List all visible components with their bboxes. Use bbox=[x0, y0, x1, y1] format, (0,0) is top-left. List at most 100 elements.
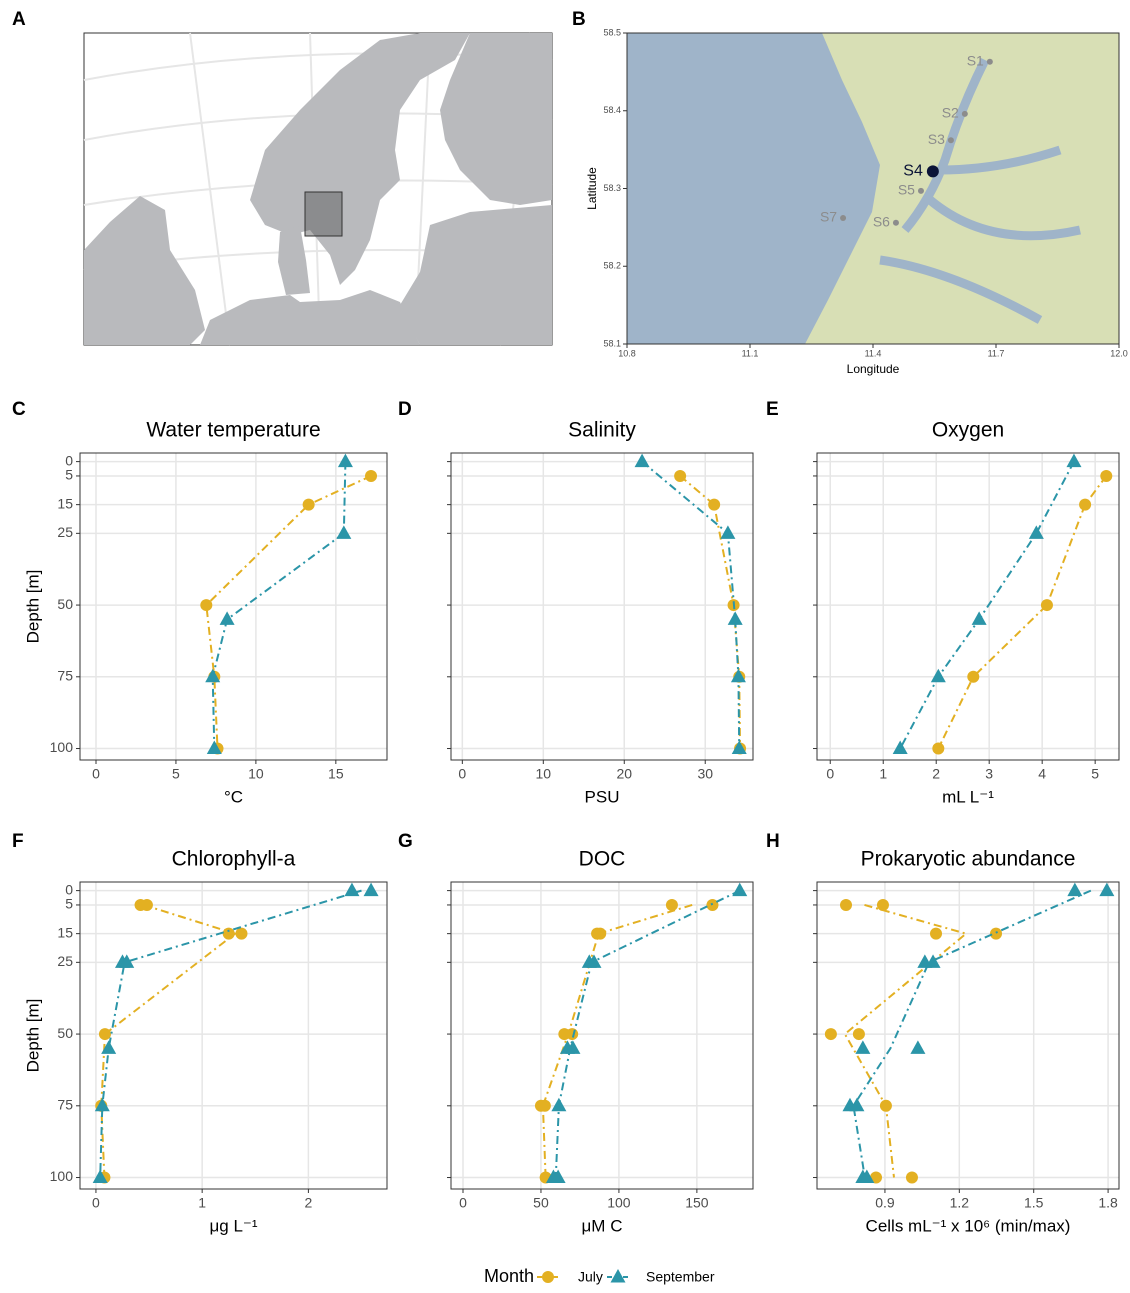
data-point bbox=[930, 928, 942, 940]
data-point bbox=[906, 1172, 918, 1184]
x-tick-label: 50 bbox=[533, 1195, 549, 1211]
y-axis-label: Depth [m] bbox=[23, 999, 42, 1073]
panel-letter: C bbox=[12, 399, 26, 420]
x-tick-label: 0 bbox=[458, 766, 466, 782]
x-axis-label: Longitude bbox=[847, 362, 900, 376]
inset-box bbox=[305, 192, 342, 236]
data-point bbox=[594, 928, 606, 940]
y-tick-label: 75 bbox=[57, 1096, 73, 1112]
panel-letter: G bbox=[398, 831, 413, 852]
data-point bbox=[1079, 499, 1091, 511]
x-tick-label: 20 bbox=[616, 766, 632, 782]
page: {"chart_data":[ {"type":"map","panel":"A… bbox=[0, 0, 1130, 1293]
y-tick-label: 100 bbox=[50, 1168, 74, 1184]
station bbox=[987, 59, 993, 65]
station bbox=[840, 215, 846, 221]
data-point bbox=[235, 928, 247, 940]
station bbox=[948, 137, 954, 143]
panel-title: DOC bbox=[579, 848, 626, 871]
y-tick-label: 58.5 bbox=[603, 27, 621, 37]
panel-letter: F bbox=[12, 831, 24, 852]
panel-letter: B bbox=[572, 9, 586, 30]
panel-title: Salinity bbox=[568, 419, 636, 442]
x-tick-label: 5 bbox=[1091, 766, 1099, 782]
y-tick-label: 25 bbox=[57, 524, 73, 540]
station-label: S7 bbox=[820, 209, 837, 225]
station-label: S2 bbox=[942, 105, 959, 121]
y-tick-label: 100 bbox=[50, 739, 74, 755]
x-tick-label: 10 bbox=[536, 766, 552, 782]
data-point bbox=[877, 899, 889, 911]
x-tick-label: 1.8 bbox=[1098, 1195, 1118, 1211]
x-tick-label: 5 bbox=[172, 766, 180, 782]
x-axis-label: °C bbox=[224, 787, 243, 806]
map-b bbox=[627, 33, 1119, 344]
legend-marker bbox=[611, 1269, 626, 1283]
data-point bbox=[880, 1100, 892, 1112]
x-axis-label: μM C bbox=[582, 1216, 623, 1235]
y-tick-label: 15 bbox=[57, 495, 73, 511]
y-tick-label: 58.1 bbox=[603, 338, 621, 348]
x-tick-label: 10.8 bbox=[618, 348, 636, 358]
y-tick-label: 58.3 bbox=[603, 183, 621, 193]
legend-title: Month bbox=[484, 1266, 534, 1286]
panel-letter: A bbox=[12, 9, 26, 30]
y-axis-label: Depth [m] bbox=[23, 570, 42, 644]
data-point bbox=[303, 499, 315, 511]
x-tick-label: 0.9 bbox=[875, 1195, 895, 1211]
x-tick-label: 1.5 bbox=[1024, 1195, 1044, 1211]
x-tick-label: 11.7 bbox=[988, 348, 1005, 358]
y-tick-label: 58.2 bbox=[603, 261, 621, 271]
x-tick-label: 100 bbox=[607, 1195, 631, 1211]
x-tick-label: 1.2 bbox=[950, 1195, 970, 1211]
panel-title: Water temperature bbox=[146, 419, 320, 442]
y-tick-label: 25 bbox=[57, 953, 73, 969]
x-tick-label: 1 bbox=[879, 766, 887, 782]
x-tick-label: 0 bbox=[826, 766, 834, 782]
x-tick-label: 1 bbox=[198, 1195, 206, 1211]
x-tick-label: 11.1 bbox=[742, 348, 759, 358]
y-tick-label: 50 bbox=[57, 1025, 73, 1041]
x-tick-label: 30 bbox=[697, 766, 713, 782]
y-tick-label: 75 bbox=[57, 667, 73, 683]
station bbox=[918, 188, 924, 194]
y-tick-label: 5 bbox=[65, 896, 73, 912]
data-point bbox=[99, 1028, 111, 1040]
legend-label: July bbox=[578, 1269, 603, 1285]
x-axis-label: PSU bbox=[585, 787, 620, 806]
x-axis-label: μg L⁻¹ bbox=[209, 1216, 257, 1235]
x-tick-label: 4 bbox=[1038, 766, 1046, 782]
y-axis-label: Latitude bbox=[585, 167, 599, 210]
data-point bbox=[932, 743, 944, 755]
data-point bbox=[1041, 599, 1053, 611]
station-label: S4 bbox=[903, 163, 923, 180]
data-point bbox=[840, 899, 852, 911]
x-tick-label: 2 bbox=[304, 1195, 312, 1211]
plot-area bbox=[80, 453, 387, 760]
legend-marker bbox=[542, 1271, 554, 1283]
data-point bbox=[365, 470, 377, 482]
data-point bbox=[200, 599, 212, 611]
x-tick-label: 0 bbox=[92, 766, 100, 782]
panel-title: Oxygen bbox=[932, 419, 1004, 442]
panel-title: Prokaryotic abundance bbox=[861, 848, 1076, 871]
panel-letter: E bbox=[766, 399, 779, 420]
panel-letter: H bbox=[766, 831, 780, 852]
station bbox=[893, 220, 899, 226]
panel-letter: D bbox=[398, 399, 412, 420]
data-point bbox=[1100, 470, 1112, 482]
data-point bbox=[141, 899, 153, 911]
x-tick-label: 2 bbox=[932, 766, 940, 782]
data-point bbox=[990, 928, 1002, 940]
map-a bbox=[84, 33, 552, 345]
station-label: S1 bbox=[967, 52, 984, 68]
panel-title: Chlorophyll-a bbox=[172, 848, 296, 871]
x-tick-label: 15 bbox=[328, 766, 344, 782]
data-point bbox=[666, 899, 678, 911]
x-tick-label: 0 bbox=[459, 1195, 467, 1211]
x-tick-label: 11.4 bbox=[865, 348, 882, 358]
plot-area bbox=[80, 882, 387, 1189]
data-point bbox=[967, 671, 979, 683]
x-axis-label: mL L⁻¹ bbox=[942, 787, 994, 806]
data-point bbox=[853, 1028, 865, 1040]
